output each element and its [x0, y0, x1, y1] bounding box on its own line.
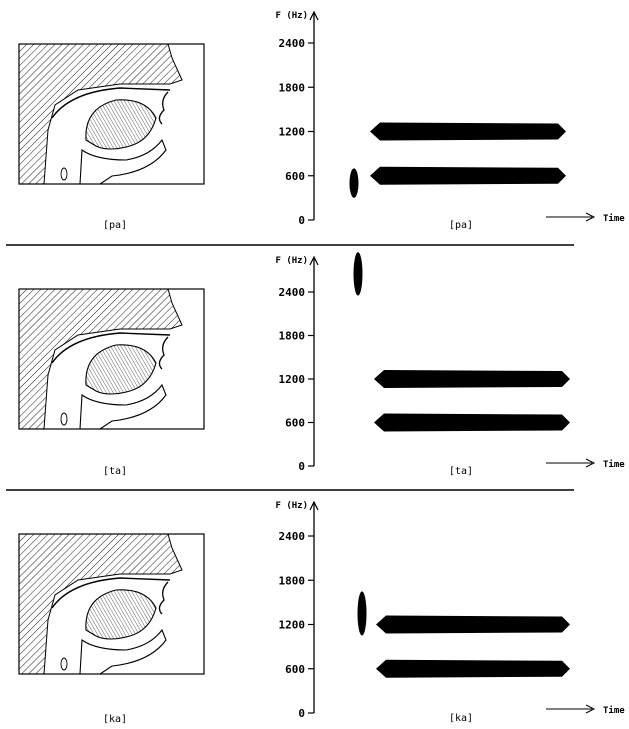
y-tick-label: 0	[298, 214, 305, 227]
y-tick-label: 600	[285, 663, 305, 676]
y-axis-title: F (Hz)	[275, 501, 308, 511]
y-tick-label: 1800	[279, 330, 306, 343]
y-tick-label: 2400	[279, 286, 306, 299]
formant-bar-1	[374, 370, 570, 388]
time-arrow-head	[585, 458, 596, 468]
y-tick-label: 1200	[279, 619, 306, 632]
y-axis-arrow	[309, 10, 319, 21]
time-arrow-head	[585, 704, 596, 714]
y-tick-label: 2400	[279, 37, 306, 50]
panels-layer: [pa] F (Hz) 0 600 1200 1800 2400 [pa] Time [ta] F …	[18, 10, 625, 725]
y-axis-arrow	[309, 500, 319, 511]
y-axis-title: F (Hz)	[275, 256, 308, 266]
time-arrow-head	[585, 212, 596, 222]
spectrogram-caption: [ta]	[449, 466, 473, 477]
y-tick-label: 1200	[279, 373, 306, 386]
spectrogram-caption: [ka]	[449, 713, 473, 724]
articulation-caption: [ta]	[103, 466, 127, 477]
panel-2: [ta] F (Hz) 0 600 1200 1800 2400 [ta] Time	[18, 252, 625, 477]
vocal-tract-illustration	[18, 288, 205, 430]
y-axis-arrow	[309, 255, 319, 266]
y-tick-label: 600	[285, 417, 305, 430]
y-tick-label: 600	[285, 170, 305, 183]
y-tick-label: 0	[298, 460, 305, 473]
formant-bar-1	[376, 615, 570, 634]
release-burst	[353, 252, 363, 296]
x-axis-title: Time	[603, 705, 625, 716]
release-burst	[357, 591, 367, 636]
formant-bar-1	[370, 122, 566, 141]
spectrogram-caption: [pa]	[449, 220, 473, 231]
y-axis-title: F (Hz)	[275, 11, 308, 21]
formant-bar-2	[374, 413, 570, 432]
formant-bar-2	[370, 166, 566, 185]
y-tick-label: 0	[298, 707, 305, 720]
articulation-caption: [ka]	[103, 714, 127, 725]
y-tick-label: 2400	[279, 530, 306, 543]
x-axis-title: Time	[603, 459, 625, 470]
y-tick-label: 1800	[279, 574, 306, 587]
vocal-tract-illustration	[18, 43, 205, 185]
panel-3: [ka] F (Hz) 0 600 1200 1800 2400 [ka] Time	[18, 500, 625, 725]
x-axis-title: Time	[603, 213, 625, 224]
panel-1: [pa] F (Hz) 0 600 1200 1800 2400 [pa] Time	[18, 10, 625, 231]
release-burst	[349, 168, 359, 198]
y-tick-label: 1800	[279, 81, 306, 94]
formant-bar-2	[376, 659, 570, 678]
articulation-caption: [pa]	[103, 220, 127, 231]
vocal-tract-illustration	[18, 533, 205, 675]
y-tick-label: 1200	[279, 126, 306, 139]
